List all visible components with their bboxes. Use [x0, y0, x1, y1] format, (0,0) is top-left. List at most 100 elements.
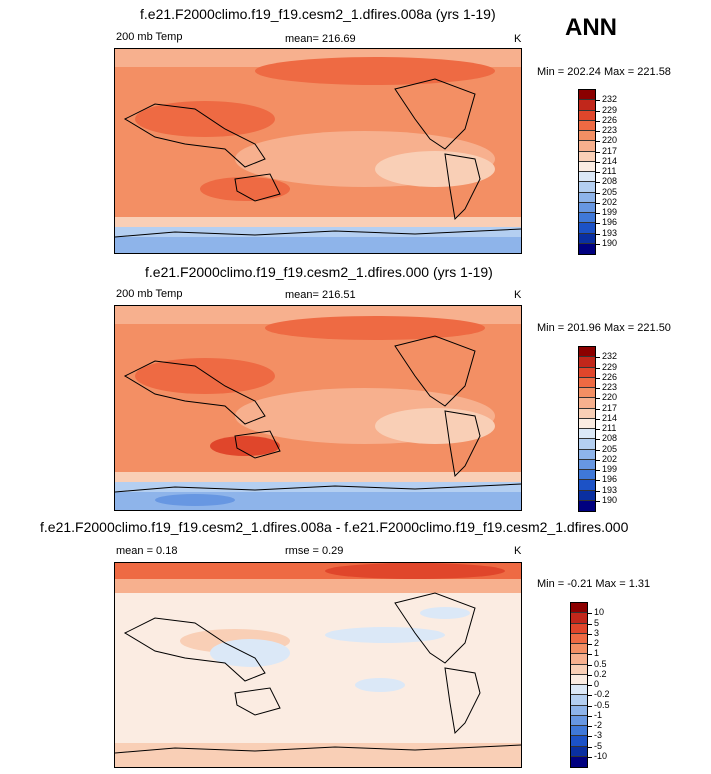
colorbar-swatch [579, 500, 595, 511]
colorbar-tick-label: 205 [602, 186, 618, 197]
panel-3-title: f.e21.F2000climo.f19_f19.cesm2_1.dfires.… [40, 519, 629, 535]
colorbar-tick-label: 202 [602, 453, 618, 464]
colorbar-tick-mark [596, 100, 600, 102]
colorbar-tick-label: 217 [602, 145, 618, 156]
colorbar-tick-label: 208 [602, 176, 618, 187]
colorbar-swatch [571, 746, 587, 757]
panel-1-title: f.e21.F2000climo.f19_f19.cesm2_1.dfires.… [140, 6, 496, 22]
colorbar-tick-label: 211 [602, 423, 617, 433]
season-label: ANN [565, 14, 617, 41]
colorbar-tick-label: 199 [602, 464, 618, 474]
colorbar-tick-label: 214 [602, 412, 618, 423]
colorbar-tick-label: 226 [602, 371, 618, 382]
colorbar-tick-mark [596, 233, 600, 235]
colorbar-tick-mark [596, 172, 600, 173]
colorbar-tick-mark [596, 439, 600, 441]
colorbar-swatch [579, 182, 595, 193]
colorbar-tick-label: 217 [602, 402, 618, 413]
panel-1-map-svg [115, 49, 521, 253]
colorbar-tick-label: 205 [602, 443, 618, 454]
colorbar-tick-mark [596, 120, 600, 122]
panel-3-map-svg [115, 563, 521, 767]
colorbar-tick-mark [588, 736, 592, 738]
colorbar-swatch [571, 664, 587, 675]
colorbar-tick-mark [596, 223, 600, 225]
panel-2-map [114, 305, 522, 511]
colorbar-swatch [579, 449, 595, 460]
continent-outline [444, 410, 481, 478]
colorbar-tick-mark [596, 480, 600, 482]
colorbar-swatch [579, 213, 595, 224]
colorbar-tick-label: 226 [602, 114, 618, 125]
panel-1-mean-label: mean= 216.69 [285, 33, 356, 45]
colorbar-swatch [571, 613, 587, 624]
colorbar-swatch [571, 674, 587, 685]
panel-3-mean-label: mean = 0.18 [116, 545, 178, 557]
continent-outline [394, 335, 476, 407]
southern-cold-minimum [155, 494, 235, 506]
colorbar-tick-mark [596, 213, 600, 214]
colorbar-tick-label: 220 [602, 392, 618, 403]
colorbar-swatch [579, 459, 595, 470]
colorbar-tick-label: 193 [602, 227, 618, 238]
south-pacific-cool-anomaly [355, 678, 405, 692]
colorbar-tick-mark [596, 377, 600, 379]
panel-2-variable-label: 200 mb Temp [116, 288, 183, 300]
colorbar-tick-label: -3 [594, 730, 603, 741]
colorbar-swatch [579, 408, 595, 419]
panel-1-colorbar [578, 89, 596, 255]
north-warm-ridge [255, 57, 495, 85]
australia-warm-maximum [210, 436, 280, 456]
colorbar-tick-mark [596, 408, 600, 410]
colorbar-tick-label: 10 [594, 607, 605, 618]
colorbar-swatch [579, 418, 595, 429]
continent-outline [234, 173, 281, 202]
colorbar-swatch [579, 192, 595, 203]
panel-3-minmax-label: Min = -0.21 Max = 1.31 [537, 578, 651, 590]
continent-outline [115, 228, 521, 238]
colorbar-tick-mark [596, 141, 600, 143]
atlantic-cool-anomaly [420, 607, 470, 619]
colorbar-tick-label: -0.5 [594, 699, 610, 710]
colorbar-tick-label: -10 [594, 750, 608, 761]
panel-2-minmax-label: Min = 201.96 Max = 221.50 [537, 322, 671, 334]
continent-outline [123, 617, 266, 682]
colorbar-tick-label: 193 [602, 484, 618, 495]
colorbar-tick-label: 2 [594, 638, 600, 648]
colorbar-tick-label: 0 [594, 679, 600, 689]
colorbar-tick-mark [596, 243, 600, 245]
colorbar-tick-label: -5 [594, 740, 603, 751]
continent-outline [444, 153, 481, 221]
colorbar-tick-label: 3 [594, 627, 600, 638]
panel-3-rmse-label: rmse = 0.29 [285, 545, 344, 557]
colorbar-tick-label: 199 [602, 207, 618, 217]
colorbar-tick-label: 5 [594, 617, 600, 628]
colorbar-tick-mark [588, 633, 592, 635]
colorbar-swatch [571, 633, 587, 644]
colorbar-tick-mark [588, 715, 592, 717]
colorbar-tick-mark [596, 357, 600, 359]
colorbar-tick-mark [588, 695, 592, 697]
colorbar-swatch [579, 141, 595, 152]
continent-outline [234, 430, 281, 459]
continent-outline [444, 667, 481, 735]
colorbar-swatch [579, 223, 595, 234]
colorbar-swatch [579, 388, 595, 399]
colorbar-swatch [579, 110, 595, 121]
colorbar-tick-mark [596, 131, 600, 132]
panel-1-map [114, 48, 522, 254]
colorbar-swatch [571, 695, 587, 706]
panel-2-mean-label: mean= 216.51 [285, 289, 356, 301]
colorbar-swatch [579, 398, 595, 409]
colorbar-swatch [571, 715, 587, 726]
colorbar-tick-mark [596, 182, 600, 184]
colorbar-tick-mark [596, 161, 600, 163]
colorbar-tick-label: 232 [602, 351, 618, 362]
colorbar-tick-label: 1 [594, 648, 600, 659]
colorbar-tick-label: 223 [602, 125, 618, 135]
colorbar-swatch [579, 377, 595, 388]
panel-1-units-label: K [514, 33, 522, 45]
australia-warm-maximum [200, 177, 290, 201]
panel-3-units-label: K [514, 545, 522, 557]
colorbar-tick-mark [596, 110, 600, 112]
